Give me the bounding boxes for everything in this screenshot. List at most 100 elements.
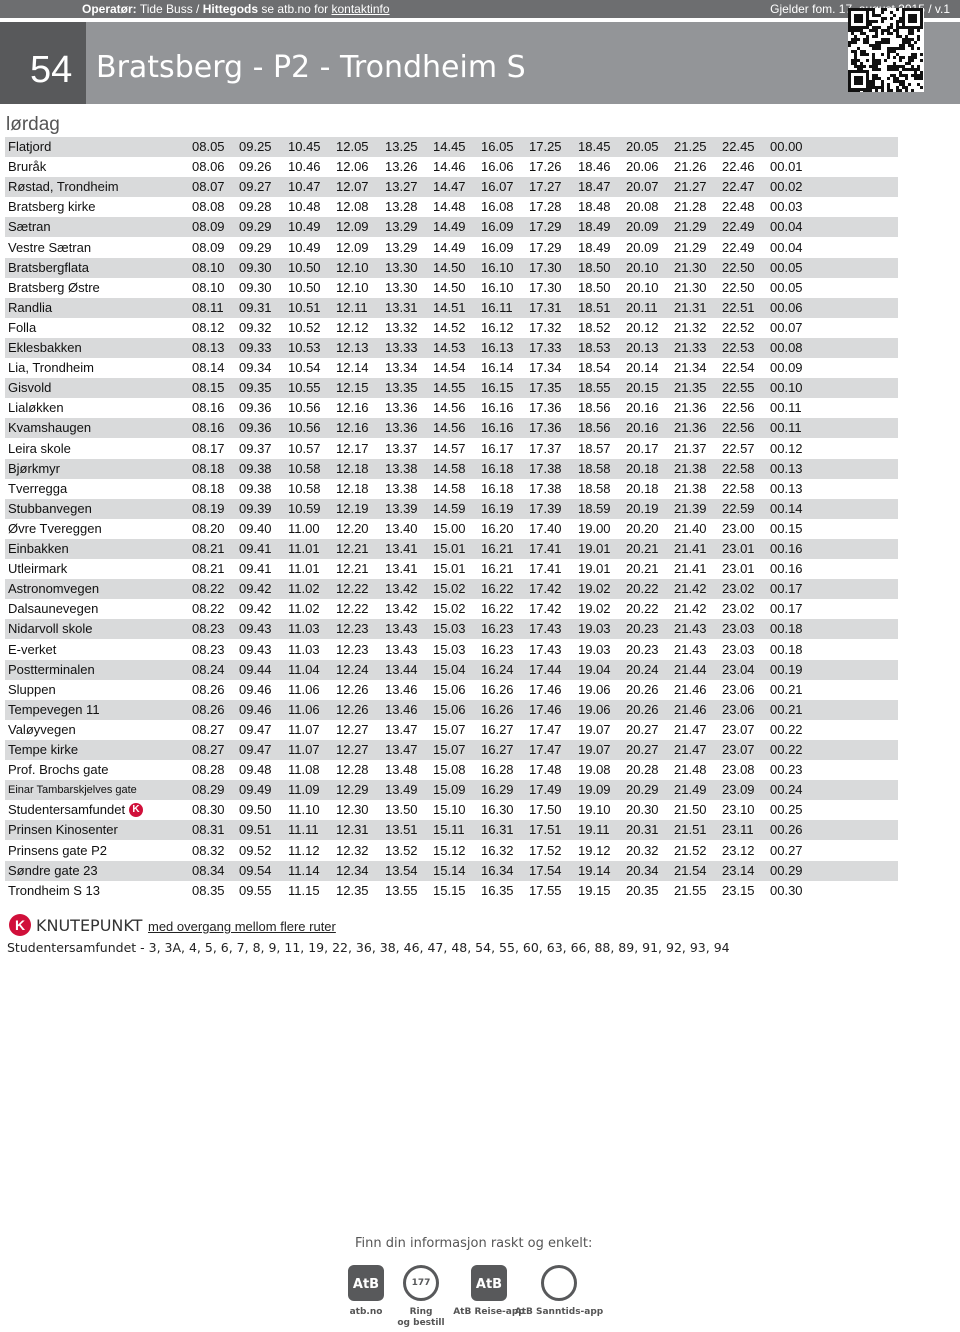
departure-time: 00.03 — [770, 199, 803, 215]
qr-module — [911, 32, 914, 35]
k-icon — [9, 914, 31, 936]
qr-module — [872, 65, 875, 68]
departure-time: 18.55 — [578, 380, 611, 396]
qr-module — [878, 47, 881, 50]
departure-time: 22.45 — [722, 139, 755, 154]
departure-time: 09.36 — [239, 420, 272, 436]
qr-module — [860, 29, 863, 32]
departure-time: 21.25 — [674, 139, 707, 154]
departure-time: 10.58 — [288, 460, 321, 476]
departure-time: 09.55 — [239, 882, 272, 898]
qr-module — [914, 74, 917, 77]
timetable-row: Vestre Sætran 08.09 09.29 10.49 12.09 13.29 14… — [5, 238, 898, 258]
departure-time: 23.02 — [722, 581, 755, 597]
departure-time: 19.07 — [578, 721, 611, 737]
qr-module — [908, 83, 911, 86]
stop-name: Einar Tambarskjelves gate — [8, 784, 137, 797]
operator: Tide Buss / — [139, 2, 200, 16]
timetable-row: Stubbanvegen 08.19 09.39 10.59 12.19 13.39 14.… — [5, 498, 898, 519]
departure-time: 12.28 — [336, 762, 369, 778]
timetable-row: Dalsaunevegen 08.22 09.42 11.02 12.22 13.42 15… — [5, 599, 898, 619]
qr-module — [902, 68, 905, 71]
departure-time: 16.20 — [481, 520, 514, 536]
departure-time: 13.54 — [385, 862, 418, 878]
qr-module — [887, 47, 890, 50]
departure-time: 13.28 — [385, 199, 418, 215]
qr-module — [911, 89, 914, 92]
departure-time: 12.30 — [336, 802, 369, 818]
departure-time: 11.07 — [288, 742, 320, 757]
departure-time: 14.57 — [433, 440, 466, 456]
departure-time: 11.15 — [288, 882, 320, 898]
departure-time: 00.24 — [770, 782, 803, 798]
qr-module — [893, 29, 896, 32]
stop-name: Bruråk — [8, 159, 47, 175]
stop-name: Tverregga — [8, 480, 68, 496]
departure-time: 18.46 — [578, 159, 611, 175]
info-label: AtB Reise-app — [453, 1307, 525, 1317]
departure-time: 21.54 — [674, 862, 707, 878]
departure-time: 23.01 — [722, 541, 755, 556]
departure-time: 16.06 — [481, 159, 514, 175]
departure-time: 08.29 — [192, 782, 225, 798]
qr-module — [854, 38, 857, 41]
timetable-row: Øvre Tvereggen 08.20 09.40 11.00 12.20 13.40 1… — [5, 519, 898, 539]
qr-module — [905, 89, 908, 92]
departure-time: 15.06 — [433, 681, 466, 697]
qr-module — [851, 29, 854, 32]
departure-time: 09.32 — [239, 319, 272, 335]
departure-time: 14.52 — [433, 319, 466, 335]
qr-module — [872, 35, 875, 38]
qr-module — [887, 29, 890, 32]
departure-time: 17.35 — [529, 380, 562, 396]
departure-time: 12.10 — [336, 279, 369, 295]
timetable-row: Kvamshaugen 08.16 09.36 10.56 12.16 13.36 14.5… — [5, 418, 898, 439]
departure-time: 18.54 — [578, 360, 611, 376]
contact-link[interactable]: kontaktinfo — [331, 2, 390, 16]
departure-time: 17.47 — [529, 721, 562, 737]
timetable-row: Trondheim S 13 08.35 09.55 11.15 12.35 13.55 1… — [5, 881, 898, 901]
departure-time: 21.46 — [674, 701, 707, 717]
departure-time: 12.32 — [336, 842, 369, 858]
departure-time: 13.41 — [385, 561, 418, 577]
departure-time: 23.01 — [722, 561, 755, 577]
qr-module — [893, 14, 896, 17]
departure-time: 16.31 — [481, 822, 514, 838]
departure-time: 17.25 — [529, 139, 562, 154]
qr-module — [884, 17, 887, 20]
qr-module — [848, 44, 851, 47]
departure-time: 12.22 — [336, 601, 369, 617]
qr-module — [875, 32, 878, 35]
departure-time: 23.00 — [722, 520, 755, 536]
qr-module — [869, 65, 872, 68]
departure-time: 00.15 — [770, 520, 803, 536]
qr-module — [890, 26, 893, 29]
departure-time: 18.57 — [578, 440, 611, 456]
qr-module — [884, 38, 887, 41]
qr-module — [914, 77, 917, 80]
qr-module — [878, 68, 881, 71]
departure-time: 08.26 — [192, 681, 225, 697]
departure-time: 15.03 — [433, 641, 466, 657]
departure-time: 17.32 — [529, 319, 562, 335]
qr-module — [881, 80, 884, 83]
departure-time: 10.49 — [288, 219, 321, 235]
departure-time: 20.19 — [626, 500, 659, 516]
qr-module — [857, 47, 860, 50]
departure-time: 14.46 — [433, 159, 466, 175]
qr-module — [917, 65, 920, 68]
departure-time: 19.01 — [578, 561, 611, 577]
info-icon: AtB — [471, 1265, 507, 1301]
qr-module — [857, 59, 860, 62]
departure-time: 08.27 — [192, 742, 225, 757]
departure-time: 21.52 — [674, 842, 707, 858]
departure-time: 09.39 — [239, 500, 272, 516]
departure-time: 00.26 — [770, 822, 803, 838]
qr-module — [902, 74, 905, 77]
departure-time: 08.14 — [192, 360, 225, 376]
departure-time: 13.46 — [385, 701, 418, 717]
stop-name: Utleirmark — [8, 561, 68, 577]
qr-module — [881, 89, 884, 92]
departure-time: 09.41 — [239, 541, 272, 556]
departure-time: 15.04 — [433, 661, 466, 677]
